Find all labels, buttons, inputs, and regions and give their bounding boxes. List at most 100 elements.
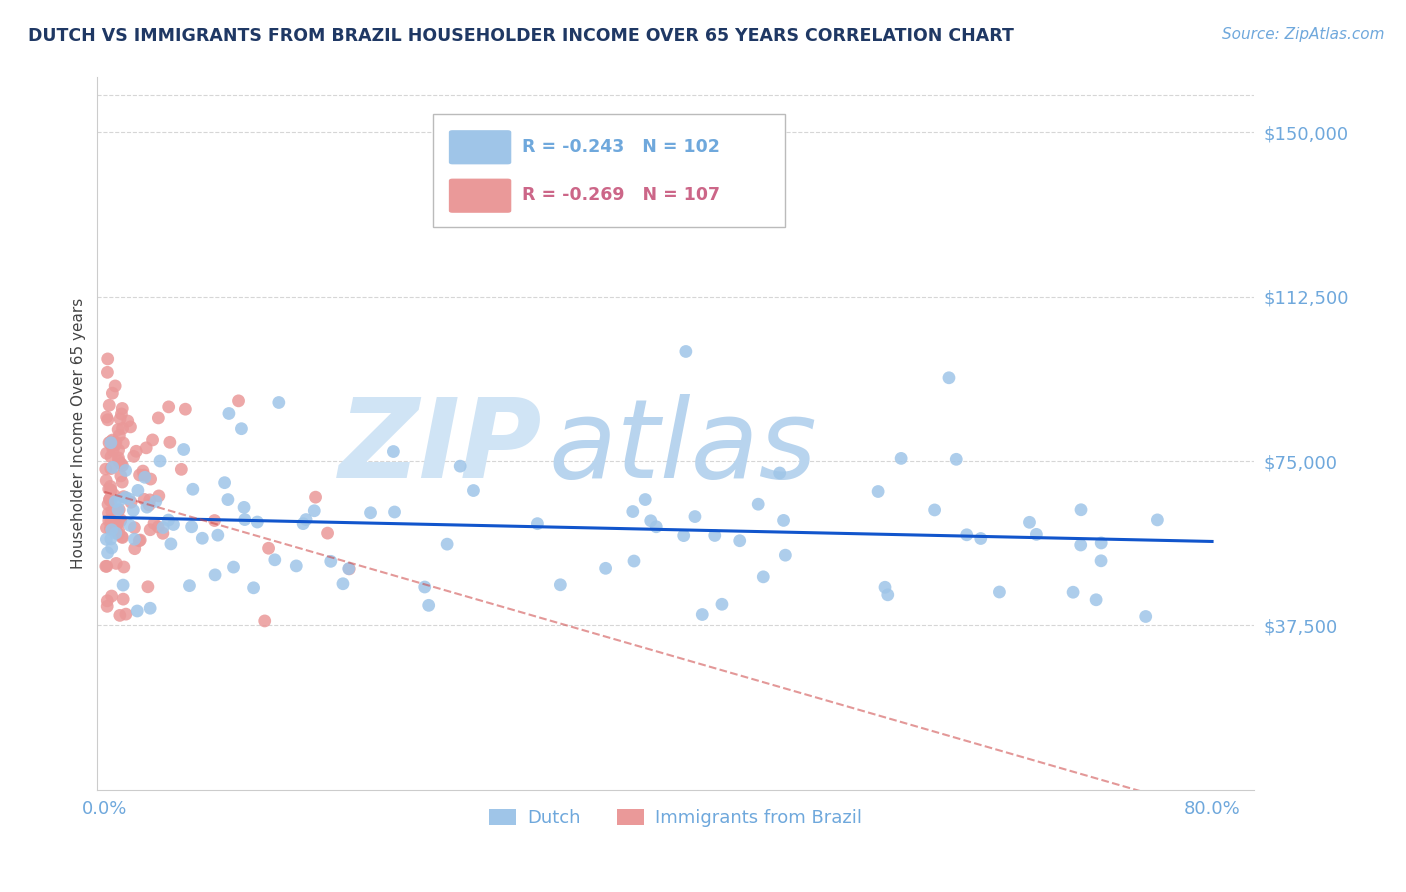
Point [124, 541, 146, 556]
Point [890, 451, 912, 466]
Point [304, 504, 326, 518]
Point [634, 492, 657, 507]
Point [127, 604, 149, 618]
Point [191, 531, 214, 545]
Point [100, 434, 122, 449]
Point [107, 443, 129, 458]
Point [101, 433, 124, 447]
Point [233, 512, 256, 526]
Point [1146, 513, 1168, 527]
Point [152, 526, 174, 541]
Point [152, 520, 174, 534]
Point [139, 523, 162, 537]
Point [217, 492, 239, 507]
Point [148, 411, 170, 425]
Point [285, 558, 308, 573]
Point [111, 530, 134, 544]
Point [96, 410, 118, 425]
FancyBboxPatch shape [433, 114, 786, 227]
Point [1090, 554, 1112, 568]
Point [100, 450, 122, 464]
Point [100, 589, 122, 603]
Point [101, 386, 124, 401]
Point [418, 599, 440, 613]
Point [120, 420, 142, 434]
Point [105, 524, 128, 538]
Point [101, 505, 124, 519]
Point [149, 454, 172, 468]
Point [118, 518, 141, 533]
Point [775, 548, 797, 562]
Point [138, 498, 160, 512]
Point [747, 497, 769, 511]
Point [104, 435, 127, 450]
Point [96, 474, 118, 488]
Point [1018, 516, 1040, 530]
Point [97, 514, 120, 528]
Point [173, 442, 195, 457]
Point [868, 484, 890, 499]
Point [96, 594, 118, 608]
Point [170, 462, 193, 476]
Point [100, 494, 122, 508]
Text: atlas: atlas [548, 394, 817, 501]
Point [204, 514, 226, 528]
Point [1025, 527, 1047, 541]
Point [690, 607, 713, 622]
Point [134, 470, 156, 484]
Point [118, 491, 141, 506]
Point [112, 436, 135, 450]
Point [108, 412, 131, 426]
Point [956, 528, 979, 542]
Point [111, 401, 134, 416]
Point [876, 588, 898, 602]
Point [100, 435, 122, 450]
Point [332, 576, 354, 591]
Point [413, 580, 436, 594]
Point [100, 513, 122, 527]
Point [1062, 585, 1084, 599]
Point [1070, 538, 1092, 552]
Point [114, 491, 136, 505]
Point [436, 537, 458, 551]
Point [107, 527, 129, 541]
Point [257, 541, 280, 556]
Point [337, 562, 360, 576]
Point [703, 528, 725, 542]
Point [207, 528, 229, 542]
Text: Source: ZipAtlas.com: Source: ZipAtlas.com [1222, 27, 1385, 42]
Point [98, 435, 121, 450]
Point [101, 443, 124, 458]
Point [134, 492, 156, 507]
Point [96, 521, 118, 535]
Point [100, 541, 122, 555]
Point [111, 531, 134, 545]
FancyBboxPatch shape [449, 130, 512, 164]
Point [132, 468, 155, 483]
Point [105, 518, 128, 533]
Point [384, 505, 406, 519]
Point [449, 459, 471, 474]
Point [1135, 609, 1157, 624]
Point [124, 532, 146, 546]
Point [98, 398, 121, 412]
Point [96, 559, 118, 574]
Point [125, 444, 148, 458]
Point [100, 523, 122, 537]
Point [640, 514, 662, 528]
Point [233, 500, 256, 515]
Point [124, 521, 146, 535]
Point [107, 454, 129, 468]
Point [683, 509, 706, 524]
Point [174, 402, 197, 417]
Point [550, 578, 572, 592]
Point [623, 554, 645, 568]
Point [143, 516, 166, 531]
Point [111, 475, 134, 489]
Point [645, 520, 668, 534]
Text: ZIP: ZIP [339, 394, 543, 501]
Point [181, 482, 204, 496]
Point [228, 393, 250, 408]
Point [360, 506, 382, 520]
Point [129, 533, 152, 547]
